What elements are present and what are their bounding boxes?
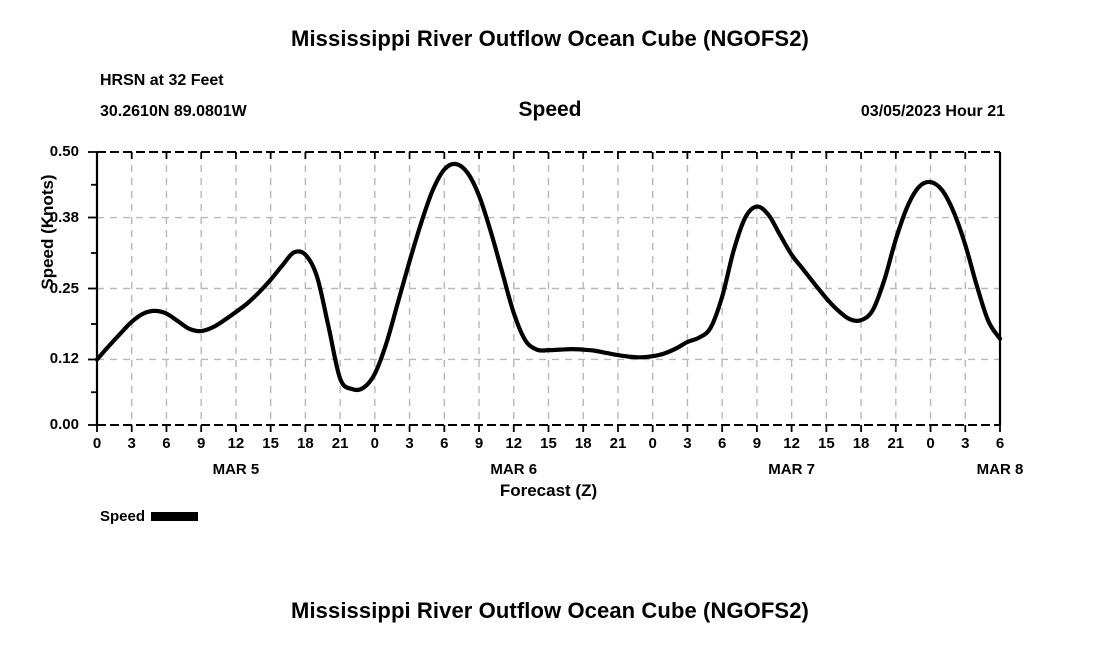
legend: Speed [100,508,199,525]
day-label: MAR 5 [212,461,260,478]
x-tick-label: 9 [197,435,206,452]
y-axis-label: Speed (Knots) [38,174,57,290]
x-tick-label: 9 [474,435,484,452]
x-tick-label: 0 [92,435,102,452]
x-tick-label: 21 [331,435,349,452]
model-run-time: 03/05/2023 Hour 21 [860,103,1005,120]
x-tick-label: 9 [752,435,762,452]
x-tick-label: 15 [540,435,557,452]
legend-color-swatch [151,512,199,521]
y-tick-label: 0.25 [49,279,79,297]
day-label: MAR 8 [976,461,1024,478]
x-tick-label: 15 [262,435,279,452]
y-tick-label: 0.00 [49,416,79,433]
x-tick-label: 3 [683,435,692,452]
x-tick-label: 6 [717,435,727,452]
speed-line-series [94,161,1003,393]
x-tick-label: 0 [370,435,380,452]
day-label: MAR 6 [490,461,538,478]
station-label: HRSN at 32 Feet [100,72,224,89]
x-tick-label: 12 [505,435,523,452]
variable-title: Speed [518,98,582,121]
x-tick-label: 18 [852,435,870,452]
coordinates-label: 30.2610N 89.0801W [100,103,247,120]
x-tick-label: 0 [648,435,657,452]
y-tick-label: 0.38 [49,208,79,226]
page-title: Mississippi River Outflow Ocean Cube (NG… [291,26,809,51]
x-tick-label: 6 [995,435,1005,452]
x-tick-label: 6 [440,435,449,452]
x-tick-label: 3 [961,435,970,452]
gridlines [97,152,1000,425]
x-tick-label: 12 [783,435,800,452]
axis-ticks [88,151,1001,432]
x-tick-label: 6 [162,435,171,452]
x-axis-label: Forecast (Z) [499,481,598,500]
x-tick-label: 3 [405,435,414,452]
x-tick-label: 21 [887,435,905,452]
x-tick-label: 0 [926,435,935,452]
footer-title: Mississippi River Outflow Ocean Cube (NG… [291,598,809,623]
x-tick-label: 18 [574,435,592,452]
day-label: MAR 7 [768,461,815,478]
x-tick-label: 18 [297,435,314,452]
x-tick-label: 21 [609,435,627,452]
y-tick-label: 0.50 [49,143,79,160]
y-tick-label: 0.12 [49,350,79,368]
legend-label: Speed [100,508,146,525]
x-tick-label: 3 [127,435,136,452]
x-tick-label: 15 [818,435,835,452]
x-tick-label: 12 [227,435,245,452]
